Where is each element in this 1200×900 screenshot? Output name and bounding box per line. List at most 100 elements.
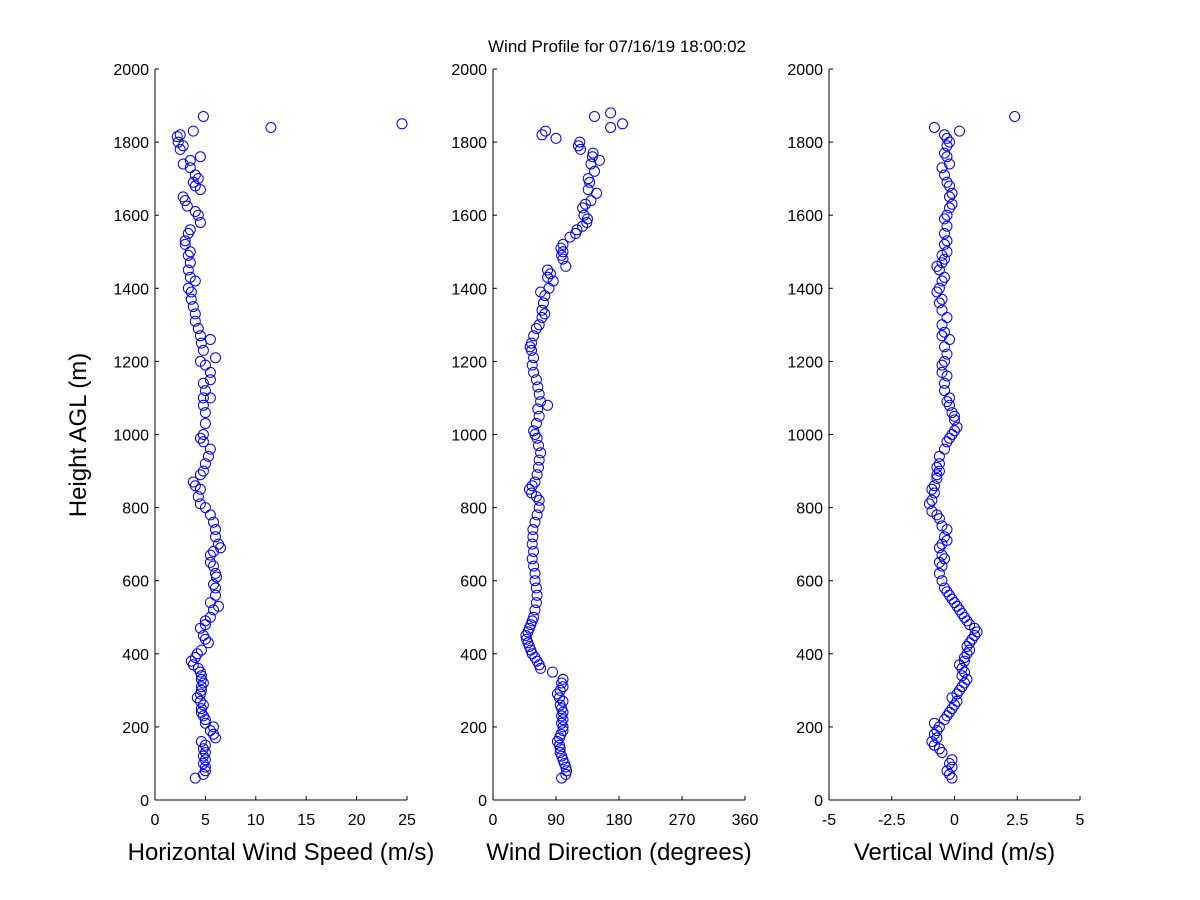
data-point — [197, 436, 209, 448]
data-point — [527, 524, 539, 535]
data-point — [547, 275, 559, 287]
data-point — [964, 637, 976, 649]
data-point — [939, 147, 950, 159]
y-tick-label: 1000 — [451, 428, 487, 445]
data-point — [195, 684, 207, 696]
data-point — [537, 297, 549, 309]
data-point — [189, 315, 201, 327]
data-point — [533, 319, 545, 331]
data-point — [571, 224, 583, 236]
y-tick-label: 1800 — [787, 135, 823, 152]
data-point — [946, 754, 958, 766]
data-point — [936, 366, 948, 378]
data-point — [941, 436, 953, 448]
data-point — [197, 699, 209, 711]
data-point — [939, 341, 950, 353]
data-point — [944, 392, 955, 404]
data-point — [928, 728, 940, 740]
data-point — [928, 717, 940, 729]
data-point — [540, 125, 551, 137]
data-point — [939, 582, 950, 594]
data-point — [577, 202, 589, 214]
data-point — [530, 323, 542, 334]
data-point — [944, 399, 955, 411]
data-point — [528, 611, 540, 623]
x-tick-label: 15 — [297, 812, 315, 829]
data-point — [195, 736, 207, 747]
data-point — [944, 191, 955, 203]
data-point — [936, 560, 948, 572]
y-tick-label: 0 — [478, 793, 487, 810]
data-point — [941, 586, 953, 598]
y-tick-label: 1800 — [451, 135, 487, 152]
data-point — [589, 165, 600, 177]
data-point — [194, 355, 206, 367]
y-tick-label: 400 — [122, 647, 149, 664]
data-point — [182, 264, 194, 276]
data-point — [926, 494, 938, 506]
data-point — [944, 758, 955, 769]
data-point — [936, 520, 948, 532]
data-point — [931, 286, 943, 298]
data-point — [941, 132, 953, 144]
x-tick-label: 0 — [950, 812, 959, 829]
data-point — [526, 553, 538, 565]
data-point — [213, 538, 224, 550]
data-point — [959, 652, 970, 663]
data-point — [530, 374, 542, 386]
x-tick-label: 270 — [669, 812, 696, 829]
data-point — [946, 772, 958, 784]
data-point — [535, 396, 547, 408]
data-point — [530, 597, 542, 609]
y-tick-label: 0 — [814, 793, 823, 810]
data-point — [946, 703, 958, 715]
data-point — [557, 725, 569, 737]
data-point — [931, 469, 943, 481]
data-point — [557, 695, 569, 707]
y-tick-label: 1400 — [113, 281, 149, 298]
y-tick-label: 1600 — [451, 208, 487, 225]
data-point — [194, 469, 206, 481]
data-point — [192, 209, 204, 221]
data-point — [192, 323, 204, 334]
x-axis-title: Vertical Wind (m/s) — [854, 839, 1055, 866]
data-point — [208, 546, 219, 557]
data-point — [197, 465, 209, 477]
data-point — [939, 213, 950, 225]
y-tick-label: 600 — [460, 574, 487, 591]
data-point — [944, 334, 955, 345]
data-point — [177, 191, 189, 203]
panel-direction: 0 200 400 600 800 1000 1200 1400 1600 1800 2000 0 90… — [451, 62, 758, 866]
data-point — [533, 388, 545, 400]
data-point — [933, 450, 945, 462]
data-point — [557, 673, 569, 685]
x-axis-title: Horizontal Wind Speed (m/s) — [128, 839, 435, 866]
y-tick-label: 200 — [796, 720, 823, 737]
x-tick-label: 5 — [201, 812, 210, 829]
data-point — [944, 180, 955, 192]
data-point — [561, 765, 572, 777]
data-point — [192, 173, 204, 185]
data-point — [971, 626, 983, 638]
data-point — [197, 344, 209, 356]
data-point — [528, 425, 540, 437]
data-point — [939, 326, 950, 338]
data-point — [208, 578, 219, 590]
data-point — [529, 575, 541, 587]
data-point — [956, 681, 968, 693]
data-point — [605, 107, 617, 119]
data-point — [195, 644, 207, 656]
data-point — [554, 743, 566, 755]
data-point — [531, 589, 543, 601]
y-tick-label: 600 — [122, 574, 149, 591]
data-point — [189, 308, 201, 320]
data-point — [535, 447, 547, 459]
data-point — [954, 604, 965, 616]
data-point — [184, 154, 196, 166]
data-point — [951, 421, 963, 433]
data-point — [204, 556, 216, 568]
data-point — [939, 129, 950, 141]
data-point — [174, 143, 186, 155]
data-point — [946, 429, 958, 440]
